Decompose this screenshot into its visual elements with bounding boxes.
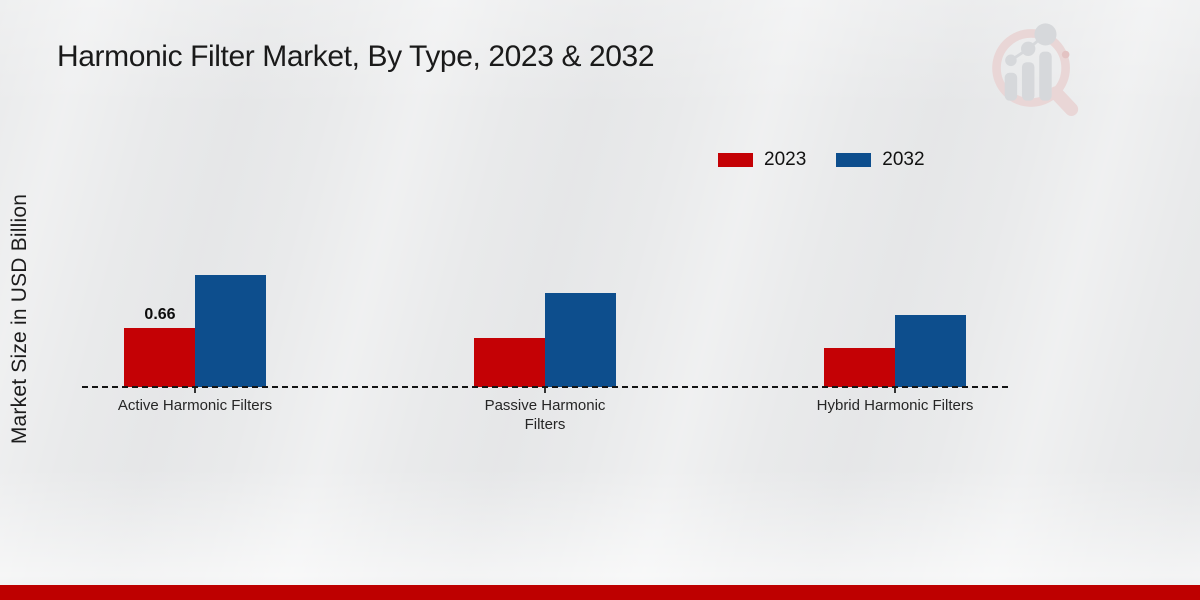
bar-2032-category-1 [545, 293, 616, 387]
legend-item-2032: 2032 [836, 149, 925, 171]
legend-item-2023: 2023 [718, 149, 806, 171]
bottom-red-band [0, 585, 1200, 600]
magnifier-ring [992, 29, 1070, 107]
legend-label-2023: 2023 [764, 149, 807, 170]
x-axis-tick [544, 388, 546, 393]
magnifier-handle [1049, 86, 1079, 116]
x-axis-tick [194, 388, 196, 393]
trend-dot-large [1034, 23, 1057, 46]
x-axis-tick [894, 388, 896, 393]
bar-2032-category-2 [895, 315, 966, 387]
logo-bar-small [1004, 72, 1018, 101]
legend-swatch-2032 [836, 153, 872, 167]
x-axis-dashed-baseline [82, 386, 1008, 388]
bar-2023-category-2 [824, 348, 895, 387]
bar-2032-category-0 [195, 275, 266, 387]
mrfr-logo-watermark-icon [992, 23, 1079, 116]
category-label: Active Harmonic Filters [117, 397, 273, 414]
chart-title: Harmonic Filter Market, By Type, 2023 & … [57, 40, 655, 73]
bar-2023-category-0 [124, 328, 195, 387]
category-label: Hybrid Harmonic Filters [816, 397, 974, 414]
trend-dot-medium [1021, 41, 1036, 56]
logo-accent-dot [1061, 50, 1070, 59]
logo-bar-tall [1039, 51, 1052, 101]
category-label: Passive Harmonic Filters [484, 397, 606, 433]
legend-swatch-2023 [718, 153, 753, 167]
legend: 2023 2032 [718, 149, 925, 171]
bar-value-label: 0.66 [144, 306, 176, 323]
legend-label-2032: 2032 [882, 149, 925, 170]
trend-dot-small [1005, 54, 1017, 67]
logo-bar-medium [1021, 62, 1035, 101]
bar-2023-category-1 [474, 338, 545, 387]
